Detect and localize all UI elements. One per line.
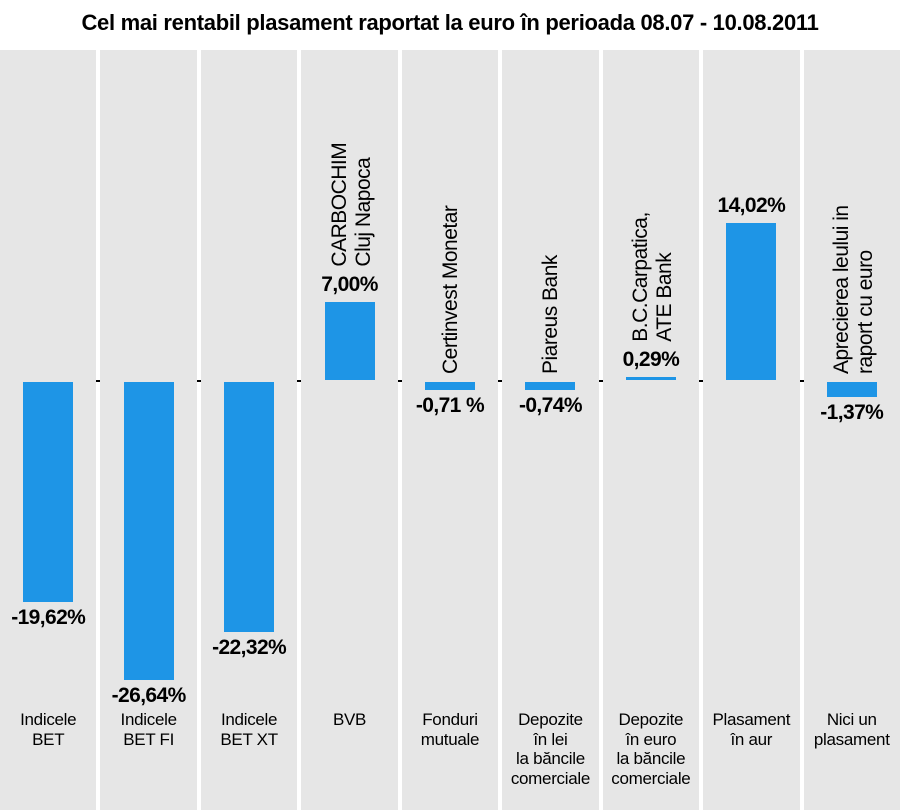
bar-value-label: -0,71 % [416,394,484,418]
bar-value-label: 0,29% [623,348,680,372]
bar-value-label: 14,02% [718,194,786,218]
bar-value-label: -19,62% [11,606,85,630]
bar-value-label: -26,64% [112,684,186,708]
chart-column: -0,74% Piareus Bank Depozite în lei la băn… [502,50,598,810]
bar-value-label: -22,32% [212,636,286,660]
bar-top-label: CARBOCHIM Cluj Napoca [328,58,376,267]
bar [626,377,676,380]
x-axis-label: Indicele BET XT [201,710,297,749]
chart-column: -26,64%Indicele BET FI [100,50,196,810]
chart-column: 7,00% CARBOCHIM Cluj Napoca BVB [301,50,397,810]
bar [525,382,575,390]
bar-top-label: Certinvest Monetar [439,58,463,374]
chart-column: 0,29% B.C.Carpatica, ATE Bank Depozite în … [603,50,699,810]
bar-top-label: Aprecierea leului in raport cu euro [830,58,878,374]
bar [325,302,375,380]
x-axis-label: Depozite în euro la băncile comerciale [603,710,699,788]
bar-top-label: Piareus Bank [539,58,563,374]
x-axis-label: Indicele BET FI [100,710,196,749]
bar-top-label: B.C.Carpatica, ATE Bank [629,58,677,342]
chart-column: -22,32% Indicele BET XT [201,50,297,810]
x-axis-label: Indicele BET [0,710,96,749]
x-axis-label: BVB [301,710,397,730]
bar [224,382,274,632]
chart-column: 14,02% Plasament în aur [703,50,799,810]
chart-column: -1,37% Aprecierea leului in raport cu eur… [804,50,900,810]
bar [726,223,776,380]
bar-value-label: -0,74% [519,394,582,418]
chart-column: -0,71 % Certinvest Monetar Fonduri mutuale [402,50,498,810]
bar [23,382,73,602]
x-axis-label: Fonduri mutuale [402,710,498,749]
bar [827,382,877,397]
bar [124,382,174,680]
x-axis-label: Depozite în lei la băncile comerciale [502,710,598,788]
investment-returns-chart: Cel mai rentabil plasament raportat la e… [0,0,900,810]
x-axis-label: Plasament în aur [703,710,799,749]
bar-value-label: 7,00% [321,273,378,297]
bar [425,382,475,390]
x-axis-label: Nici un plasament [804,710,900,749]
chart-title: Cel mai rentabil plasament raportat la e… [0,10,900,36]
chart-column: -19,62% Indicele BET [0,50,96,810]
bar-value-label: -1,37% [820,401,883,425]
